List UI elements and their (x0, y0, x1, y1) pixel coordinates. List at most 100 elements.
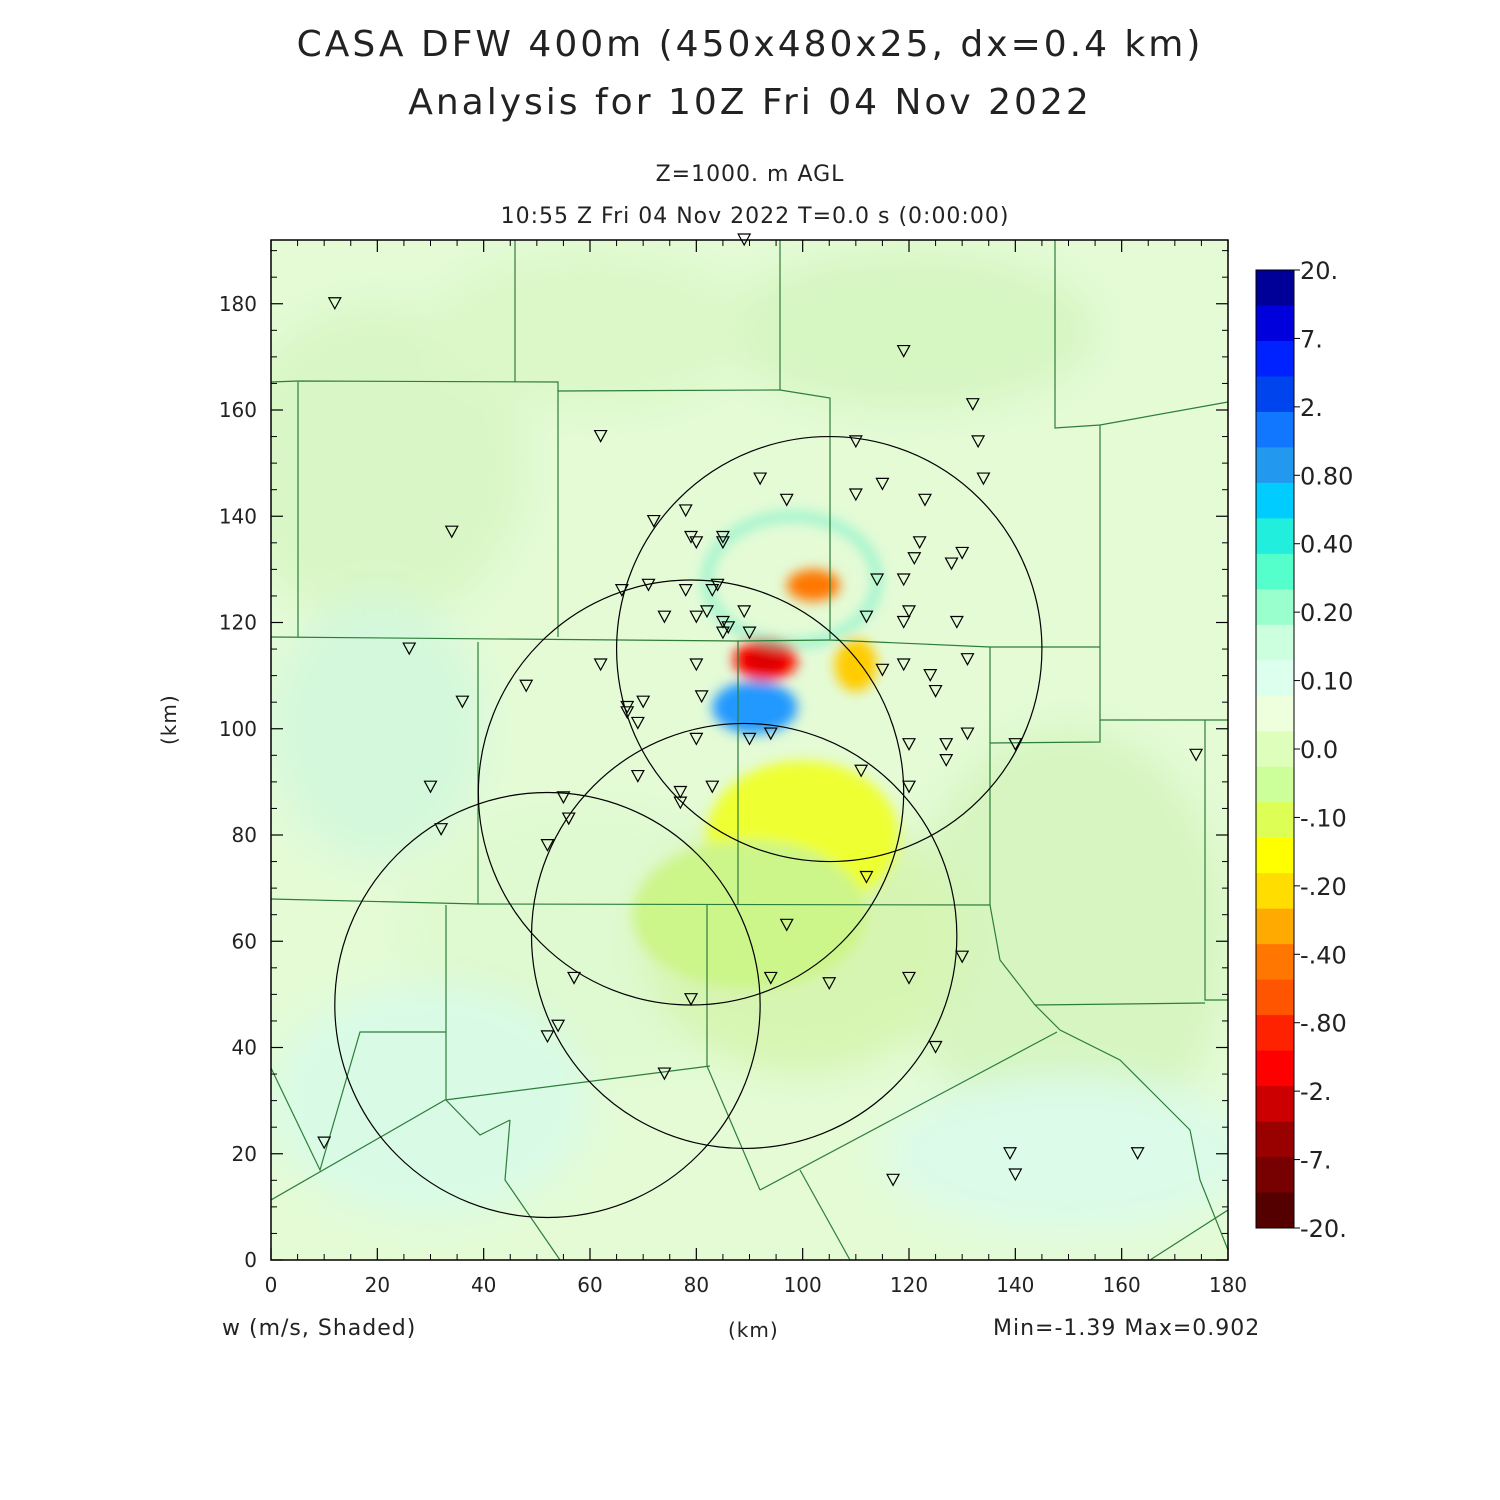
colorbar-swatch (1256, 624, 1294, 661)
station-marker (1003, 1147, 1018, 1161)
colorbar-label: 7. (1300, 325, 1323, 353)
county-line (759, 1031, 1058, 1191)
x-tick-label: 80 (684, 1273, 709, 1297)
county-line (989, 720, 1101, 744)
colorbar-swatch (1256, 766, 1294, 803)
colorbar-swatch (1256, 979, 1294, 1016)
station-marker (955, 950, 970, 964)
station-marker (896, 658, 911, 672)
station-marker (630, 769, 645, 783)
county-line (477, 903, 991, 906)
station-marker (636, 695, 651, 709)
colorbar-swatch (1256, 837, 1294, 874)
downdraft-core (744, 646, 787, 673)
x-tick-label: 160 (1103, 1273, 1141, 1297)
colorbar-label: 0.80 (1300, 462, 1353, 490)
colorbar-swatch (1256, 270, 1294, 306)
y-tick-label: 160 (219, 398, 257, 422)
station-marker (678, 584, 693, 597)
colorbar-label: -7. (1300, 1147, 1332, 1175)
chart-title: CASA DFW 400m (450x480x25, dx=0.4 km) (296, 24, 1204, 65)
station-marker (551, 1019, 566, 1033)
station-marker (923, 669, 938, 682)
colorbar-label: -2. (1300, 1078, 1332, 1106)
station-marker (896, 615, 911, 629)
y-tick-label: 20 (232, 1142, 257, 1166)
field-patch (271, 983, 590, 1218)
field-patch (271, 303, 527, 623)
station-marker (540, 839, 555, 852)
station-marker (540, 1030, 555, 1044)
colorbar-swatch (1256, 873, 1294, 910)
station-marker (848, 488, 863, 502)
colorbar-label: 0.40 (1300, 531, 1353, 559)
radar-ring-0 (615, 435, 1043, 863)
colorbar-label: 0.20 (1300, 599, 1353, 627)
radar-ring-3 (530, 722, 958, 1150)
x-tick-label: 0 (265, 1273, 278, 1297)
x-tick-label: 100 (784, 1273, 822, 1297)
station-marker (444, 525, 459, 539)
x-axis-label: (km) (728, 1318, 779, 1342)
colorbar-label: 0.0 (1300, 736, 1338, 764)
minmax-label: Min=-1.39 Max=0.902 (993, 1316, 1261, 1341)
station-marker (657, 610, 672, 624)
station-marker (402, 642, 417, 656)
station-marker (955, 546, 970, 560)
station-marker (556, 791, 571, 805)
w-feature-1 (786, 569, 840, 602)
y-tick-label: 0 (244, 1248, 257, 1272)
county-line (737, 639, 831, 642)
station-marker (912, 536, 927, 550)
station-marker (917, 493, 932, 507)
station-marker (886, 1173, 901, 1187)
station-marker (715, 626, 730, 640)
station-marker (901, 605, 917, 619)
station-marker (976, 472, 991, 486)
county-line (1149, 1209, 1228, 1260)
y-tick-label: 180 (219, 292, 257, 316)
y-tick-label: 120 (219, 611, 257, 635)
station-marker (673, 796, 688, 810)
station-marker (896, 573, 911, 587)
axes: 0 20 40 60 80 100 120 140 160 180 0 20 40 60 80 100 120 1… (219, 240, 1247, 1297)
colorbar-swatch (1256, 660, 1294, 697)
w-features (632, 511, 899, 990)
station-marker (694, 690, 709, 704)
station-marker (971, 435, 986, 449)
colorbar-label: 2. (1300, 394, 1323, 422)
station-marker (928, 1040, 943, 1054)
station-marker (742, 732, 757, 746)
colorbar-swatch (1256, 1157, 1294, 1194)
station-marker (614, 584, 629, 597)
county-boundaries (271, 240, 1228, 1260)
colorbar-swatch (1256, 305, 1294, 342)
x-tick-label: 180 (1209, 1273, 1247, 1297)
county-line (1054, 240, 1228, 429)
station-marker (519, 679, 534, 693)
station-marker (875, 663, 890, 677)
colorbar-swatch (1256, 1192, 1294, 1229)
county-line (271, 1065, 711, 1201)
colorbar-label: -.10 (1300, 804, 1347, 832)
colorbar-label: -.80 (1300, 1010, 1347, 1038)
colorbar-swatch (1256, 1050, 1294, 1087)
station-marker (875, 477, 890, 491)
station-marker (907, 552, 922, 566)
station-marker (705, 584, 720, 597)
station-marker (763, 971, 778, 985)
colorbar-swatch (1256, 411, 1294, 448)
y-axis-label: (km) (157, 694, 181, 745)
chart-subtitle: Analysis for 10Z Fri 04 Nov 2022 (408, 82, 1092, 123)
colorbar-label: 0.10 (1300, 668, 1353, 696)
station-marker (630, 716, 645, 730)
station-marker (859, 870, 874, 884)
time-label: 10:55 Z Fri 04 Nov 2022 T=0.0 s (0:00:00… (500, 204, 1010, 229)
station-marker (657, 1067, 672, 1081)
y-tick-label: 140 (219, 504, 257, 528)
radar-ring-2 (334, 791, 761, 1219)
colorbar-swatch (1256, 340, 1294, 377)
colorbar: 20. 7. 2. 0.80 0.40 0.20 0.10 0.0 -.10 -.20 -.40 -.… (1255, 257, 1353, 1243)
y-tick-label: 100 (219, 717, 257, 741)
station-marker (1008, 1168, 1023, 1182)
